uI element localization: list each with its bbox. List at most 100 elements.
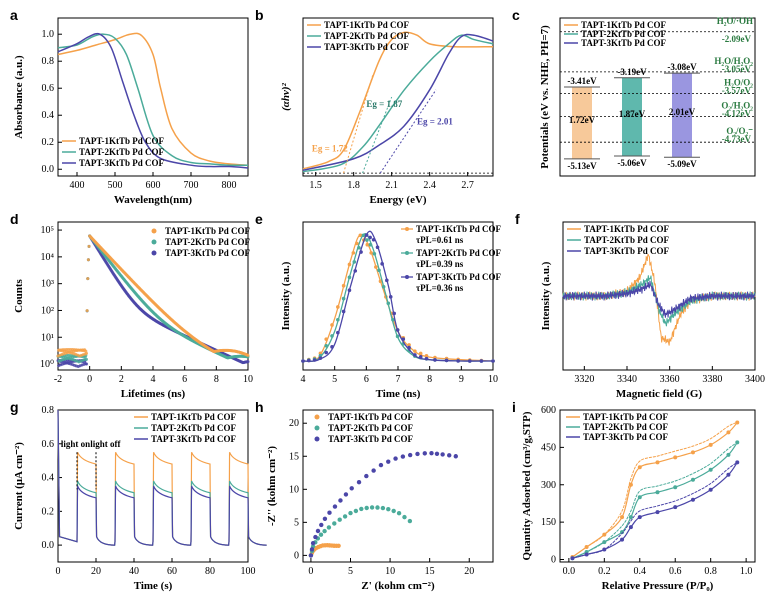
data-point	[348, 510, 353, 516]
data-point	[381, 284, 386, 289]
data-point	[359, 250, 363, 254]
data-point	[337, 517, 342, 522]
legend-label: TAPT-3KtTb Pd COF	[324, 42, 410, 52]
cb-label: -3.41eV	[567, 76, 597, 86]
data-point	[313, 534, 318, 540]
y-tick-label: 0.2	[42, 137, 55, 148]
y-tick-label: 300	[541, 480, 556, 491]
redox-value: -2.09eV	[722, 34, 752, 44]
data-point	[336, 543, 341, 549]
redox-label: O₂/H₂O₂	[721, 101, 753, 111]
plot-frame	[559, 17, 756, 177]
data-point	[85, 362, 88, 366]
data-point	[375, 505, 380, 510]
data-point	[673, 485, 678, 490]
legend-label: TAPT-2KtTb Pd COF	[324, 31, 410, 41]
desorption-line	[572, 441, 738, 559]
y-tick-label: 0	[551, 555, 556, 566]
plot-frame	[302, 409, 494, 563]
legend-label: TAPT-1KtTb Pd COF	[581, 20, 667, 30]
x-tick-label: 2	[119, 374, 124, 385]
data-point	[620, 530, 625, 535]
data-point	[343, 492, 349, 497]
data-point	[351, 251, 356, 255]
data-point	[319, 522, 324, 528]
legend-marker	[405, 251, 409, 255]
legend-marker	[151, 250, 157, 256]
data-point	[341, 283, 346, 288]
data-point	[637, 495, 642, 500]
data-point	[407, 452, 413, 458]
legend-label: TAPT-3KtTb Pd COF	[165, 248, 251, 258]
series-line	[302, 233, 494, 363]
data-point	[424, 356, 429, 361]
data-point	[378, 462, 384, 468]
x-tick-label: 100	[241, 566, 256, 577]
legend-label: TAPT-1KtTb Pd COF	[584, 224, 670, 234]
legend-label: TAPT-2KtTb Pd COF	[79, 147, 165, 157]
data-point	[85, 351, 88, 355]
data-point	[415, 451, 420, 457]
data-point	[374, 265, 378, 269]
data-point	[372, 251, 377, 256]
y-tick-label: 600	[541, 405, 556, 416]
data-point	[322, 516, 328, 521]
data-point	[338, 498, 343, 503]
legend-label: TAPT-1KtTb Pd COF	[79, 136, 165, 146]
y-tick-label: 10⁰	[40, 359, 54, 370]
data-point	[336, 318, 340, 322]
data-point	[347, 262, 352, 267]
y-tick-label: 0	[294, 550, 299, 561]
x-tick-label: 0.0	[563, 566, 576, 577]
redox-value: -4.12eV	[722, 109, 752, 119]
y-tick-label: 10²	[41, 305, 54, 316]
x-tick-label: 20	[464, 566, 474, 577]
legend-label: TAPT-3KtTb Pd COF	[583, 432, 669, 442]
data-point	[361, 233, 366, 238]
data-point	[347, 275, 352, 280]
data-point	[418, 354, 423, 359]
series-line	[562, 281, 756, 318]
series-line	[302, 33, 494, 171]
data-point	[637, 515, 642, 520]
y-axis-title: -Z'' (kohm cm⁻²)	[266, 446, 278, 526]
panel-label: e	[255, 211, 263, 227]
series-line	[57, 32, 249, 166]
x-tick-label: 2.4	[423, 180, 436, 191]
data-point	[708, 467, 713, 472]
data-point	[330, 345, 334, 349]
band-bar	[672, 73, 692, 158]
panel-f: f 3320 3340 3360 3380 3400 Magnetic field (G) I…	[515, 211, 765, 400]
data-point	[391, 318, 395, 322]
y-axis-title: Current (μA cm⁻²)	[13, 442, 25, 530]
band-bar	[572, 86, 592, 159]
y-tick-label: 450	[541, 442, 556, 453]
legend-marker	[314, 436, 320, 442]
x-tick-label: 6	[364, 374, 369, 385]
x-tick-label: 2.7	[461, 180, 474, 191]
data-point	[364, 505, 369, 511]
data-point	[330, 323, 334, 327]
y-axis-title: (αhν)²	[280, 82, 292, 110]
series-line	[57, 32, 249, 169]
legend-label: TAPT-1KtTb Pd COF	[328, 412, 414, 422]
data-point	[429, 450, 434, 456]
panel-b: b 1.5 1.8 2.1 2.4 2.7 Energy (eV) (αhν)² Eg = 1.…	[255, 7, 494, 206]
y-tick-label: 20	[289, 418, 299, 429]
panel-i: i 0.0 0.2 0.4 0.6 0.8 1.0 0 150 300 450 600 Relative…	[512, 399, 756, 592]
data-point	[327, 510, 332, 515]
data-point	[365, 238, 369, 242]
legend-marker	[151, 239, 157, 245]
series-line	[562, 275, 756, 327]
desorption-line	[572, 421, 738, 558]
data-point	[349, 486, 354, 491]
redox-value: -3.57eV	[722, 86, 752, 96]
x-axis-title: Relative Pressure (P/P₀)	[602, 580, 714, 592]
data-point	[424, 354, 429, 358]
legend-marker	[151, 228, 157, 234]
x-tick-label: 6	[182, 374, 187, 385]
data-point	[246, 360, 250, 364]
data-point	[628, 515, 633, 520]
data-point	[422, 451, 427, 456]
